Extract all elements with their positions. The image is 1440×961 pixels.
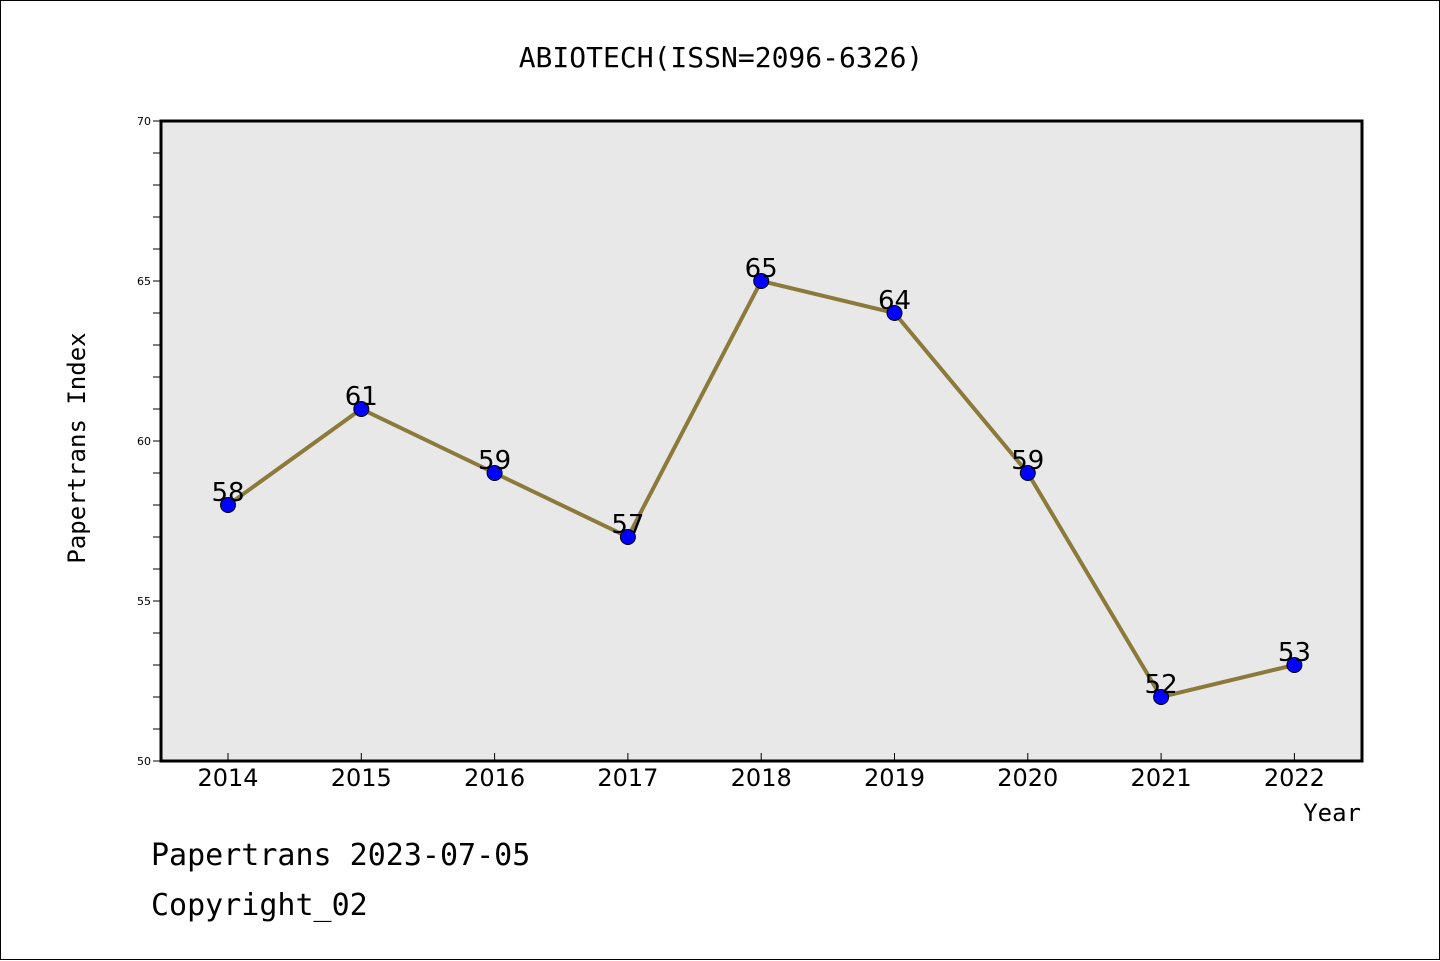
- data-point: [1286, 657, 1303, 673]
- data-point: [1153, 689, 1170, 705]
- data-point: [753, 273, 770, 289]
- y-tick-label: 55: [137, 595, 151, 608]
- x-tick-label: 2019: [864, 764, 925, 792]
- y-tick-label: 65: [137, 275, 151, 288]
- data-label: 52: [1145, 670, 1178, 700]
- x-tick-label: 2014: [197, 764, 258, 792]
- data-label: 53: [1278, 638, 1311, 668]
- x-tick-label: 2020: [997, 764, 1058, 792]
- y-axis-ticks: 50 55 60 65 70: [137, 115, 161, 768]
- x-tick-label: 2021: [1131, 764, 1192, 792]
- chart-title: ABIOTECH(ISSN=2096-6326): [519, 41, 924, 74]
- y-tick-label: 70: [137, 115, 151, 128]
- data-point: [619, 529, 636, 545]
- data-point: [486, 465, 503, 481]
- footer-copyright: Copyright_02: [151, 888, 368, 923]
- footer-date: Papertrans 2023-07-05: [151, 838, 530, 873]
- x-axis-ticks: 2014 2015 2016 2017 2018 2019 2020 2021 2022: [197, 753, 1325, 792]
- data-label: 59: [1011, 446, 1044, 476]
- x-tick-label: 2015: [331, 764, 392, 792]
- y-tick-label: 50: [137, 755, 151, 768]
- plot-area: [159, 119, 1364, 763]
- data-label: 58: [211, 478, 244, 508]
- x-tick-label: 2016: [464, 764, 525, 792]
- data-labels: 58 61 59 57 65 64 59 52 53: [211, 254, 1310, 700]
- data-point: [886, 305, 903, 321]
- x-tick-label: 2022: [1264, 764, 1325, 792]
- data-point: [220, 497, 236, 513]
- data-label: 57: [611, 510, 644, 540]
- data-label: 64: [878, 286, 911, 316]
- x-tick-label: 2017: [597, 764, 658, 792]
- data-point: [1019, 465, 1036, 481]
- data-point: [353, 401, 370, 417]
- data-label: 61: [345, 382, 378, 412]
- x-axis-label: Year: [1303, 799, 1361, 827]
- data-label: 59: [478, 446, 511, 476]
- y-tick-label: 60: [137, 435, 151, 448]
- data-points: [220, 273, 1303, 705]
- x-tick-label: 2018: [731, 764, 792, 792]
- y-axis-minor-ticks: [153, 152, 161, 730]
- y-axis-label: Papertrans Index: [63, 332, 91, 563]
- data-label: 65: [745, 254, 778, 284]
